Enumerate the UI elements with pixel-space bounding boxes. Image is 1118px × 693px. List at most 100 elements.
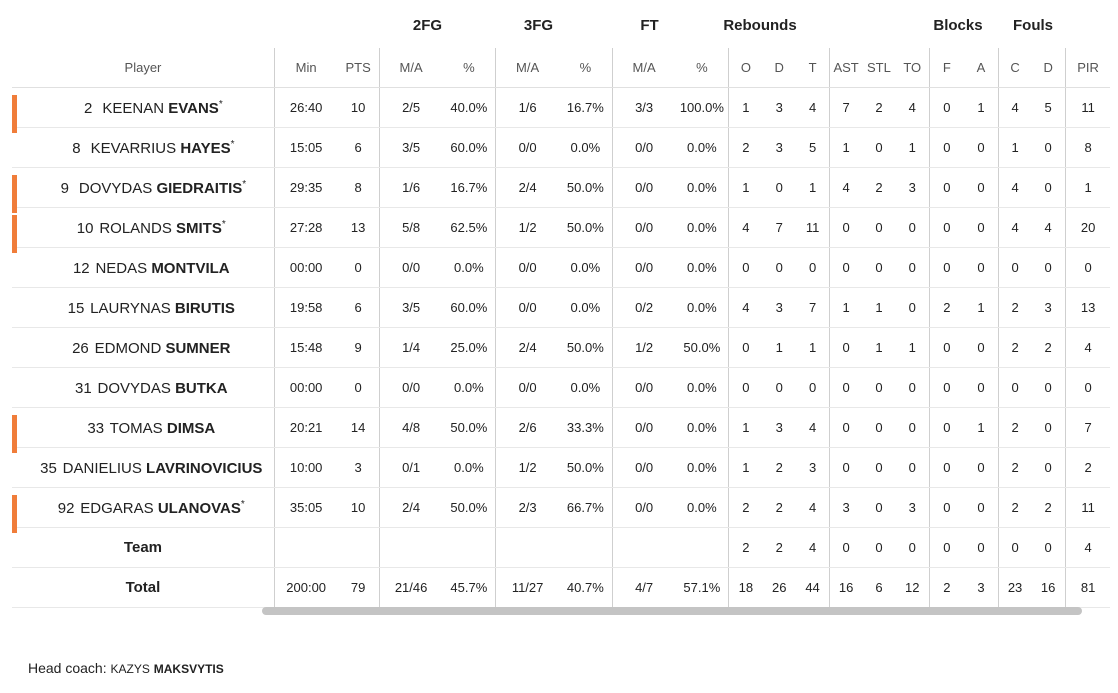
player-name[interactable]: 9 DOVYDAS GIEDRAITIS*	[40, 179, 247, 197]
starter-star: *	[230, 138, 235, 150]
stat-fg3-ma: 2/4	[495, 167, 559, 208]
stat-o: 2	[728, 127, 763, 168]
total-stat-ast: 16	[829, 567, 863, 608]
stat-ft-pct: 0.0%	[675, 447, 729, 488]
stat-ba: 0	[963, 247, 999, 288]
team-stat-to: 0	[895, 527, 930, 568]
team-stat-fg2-pct	[442, 527, 496, 568]
stat-ft-ma: 0/0	[611, 247, 676, 288]
player-name[interactable]: 2 KEENAN EVANS*	[63, 99, 223, 117]
stat-fd: 5	[1031, 87, 1066, 128]
stat-pts: 9	[337, 327, 380, 368]
stat-t: 11	[796, 207, 830, 248]
player-first-name: DANIELIUS	[62, 459, 142, 477]
stat-ast: 1	[829, 127, 863, 168]
stat-pir: 13	[1065, 287, 1110, 328]
player-number: 10	[76, 219, 94, 237]
stat-min: 15:48	[273, 327, 338, 368]
player-number: 2	[84, 99, 93, 117]
team-stat-fg2-ma	[378, 527, 443, 568]
team-stat-t: 4	[796, 527, 830, 568]
stat-d: 3	[762, 407, 797, 448]
team-stat-ba: 0	[963, 527, 999, 568]
starter-star: *	[240, 498, 245, 510]
total-stat-t: 44	[796, 567, 830, 608]
stat-fg2-pct: 60.0%	[442, 287, 496, 328]
table-row: 9 DOVYDAS GIEDRAITIS* 29:35 8 1/6 16.7% 2/4 50…	[12, 167, 1110, 213]
team-stat-fd: 0	[1031, 527, 1066, 568]
table-row: 12 NEDAS MONTVILA 00:00 0 0/0 0.0% 0/0 0.0% 0/0…	[12, 247, 1110, 288]
stat-ast: 0	[829, 447, 863, 488]
stat-stl: 0	[862, 127, 896, 168]
stat-min: 10:00	[273, 447, 338, 488]
team-stat-pts	[337, 527, 380, 568]
stat-bf: 0	[928, 487, 964, 528]
stat-fc: 4	[998, 207, 1032, 248]
stat-bf: 0	[928, 327, 964, 368]
player-name[interactable]: 35 DANIELIUS LAVRINOVICIUS	[23, 460, 262, 477]
stat-ft-ma: 0/0	[611, 367, 676, 408]
stat-ba: 0	[963, 207, 999, 248]
stat-o: 0	[728, 367, 763, 408]
table-row: 92 EDGARAS ULANOVAS* 35:05 10 2/4 50.0% 2/3 66…	[12, 487, 1110, 533]
player-name[interactable]: 92 EDGARAS ULANOVAS*	[41, 498, 245, 517]
stat-ft-ma: 0/0	[611, 207, 676, 248]
stat-fg2-pct: 60.0%	[442, 127, 496, 168]
stat-min: 26:40	[273, 87, 338, 128]
stat-pir: 11	[1065, 487, 1110, 528]
stat-ft-ma: 1/2	[611, 327, 676, 368]
horizontal-scrollbar[interactable]	[262, 607, 1082, 615]
player-last-name: ULANOVAS	[157, 499, 241, 517]
stat-ba: 0	[963, 487, 999, 528]
stat-bf: 0	[928, 87, 964, 128]
head-coach: Head coach: KAZYS MAKSVYTIS	[28, 660, 224, 676]
stat-fg2-pct: 40.0%	[442, 87, 496, 128]
player-cell: 92 EDGARAS ULANOVAS*	[12, 487, 275, 533]
total-stat-pir: 81	[1065, 567, 1110, 608]
starter-indicator	[12, 495, 17, 533]
stat-fg3-ma: 1/2	[495, 447, 559, 488]
stat-stl: 0	[862, 247, 896, 288]
col-stl: STL	[862, 48, 896, 88]
stat-min: 29:35	[273, 167, 338, 208]
player-name[interactable]: 8 KEVARRIUS HAYES*	[51, 138, 235, 157]
table-row: 2 KEENAN EVANS* 26:40 10 2/5 40.0% 1/6 16.7% 3/…	[12, 87, 1110, 133]
stat-ba: 1	[963, 87, 999, 128]
col-player: Player	[12, 48, 275, 88]
stat-stl: 0	[862, 447, 896, 488]
stat-ft-ma: 0/0	[611, 487, 676, 528]
stat-fd: 3	[1031, 287, 1066, 328]
team-row: Team 2 2 4 0 0 0 0 0 0 0 4	[12, 527, 1110, 568]
stat-pir: 2	[1065, 447, 1110, 488]
col-reb-t: T	[796, 48, 830, 88]
group-header-3fg: 3FG	[523, 17, 554, 34]
player-number: 33	[87, 419, 105, 437]
starter-star: *	[221, 218, 226, 230]
player-name[interactable]: 33 TOMAS DIMSA	[71, 419, 215, 437]
stat-ba: 0	[963, 327, 999, 368]
player-name[interactable]: 26 EDMOND SUMNER	[55, 340, 230, 357]
stat-min: 00:00	[273, 367, 338, 408]
stat-t: 4	[796, 407, 830, 448]
stat-fd: 0	[1031, 367, 1066, 408]
stat-d: 0	[762, 167, 797, 208]
stat-o: 1	[728, 167, 763, 208]
player-name[interactable]: 10 ROLANDS SMITS*	[60, 218, 226, 237]
starter-indicator	[12, 175, 17, 213]
player-name[interactable]: 31 DOVYDAS BUTKA	[58, 380, 228, 397]
player-name[interactable]: 15 LAURYNAS BIRUTIS	[51, 300, 235, 317]
col-to: TO	[895, 48, 930, 88]
stat-ast: 7	[829, 87, 863, 128]
group-header-fouls: Fouls	[1013, 17, 1053, 34]
stat-fg2-pct: 0.0%	[442, 247, 496, 288]
stat-pir: 0	[1065, 367, 1110, 408]
stat-ba: 1	[963, 287, 999, 328]
col-3fg-ma: M/A	[495, 48, 559, 88]
stat-d: 0	[762, 367, 797, 408]
team-stat-o: 2	[728, 527, 763, 568]
stat-t: 4	[796, 487, 830, 528]
player-cell: 10 ROLANDS SMITS*	[12, 207, 275, 253]
stat-ast: 0	[829, 367, 863, 408]
player-name[interactable]: 12 NEDAS MONTVILA	[56, 260, 230, 277]
stat-stl: 0	[862, 207, 896, 248]
